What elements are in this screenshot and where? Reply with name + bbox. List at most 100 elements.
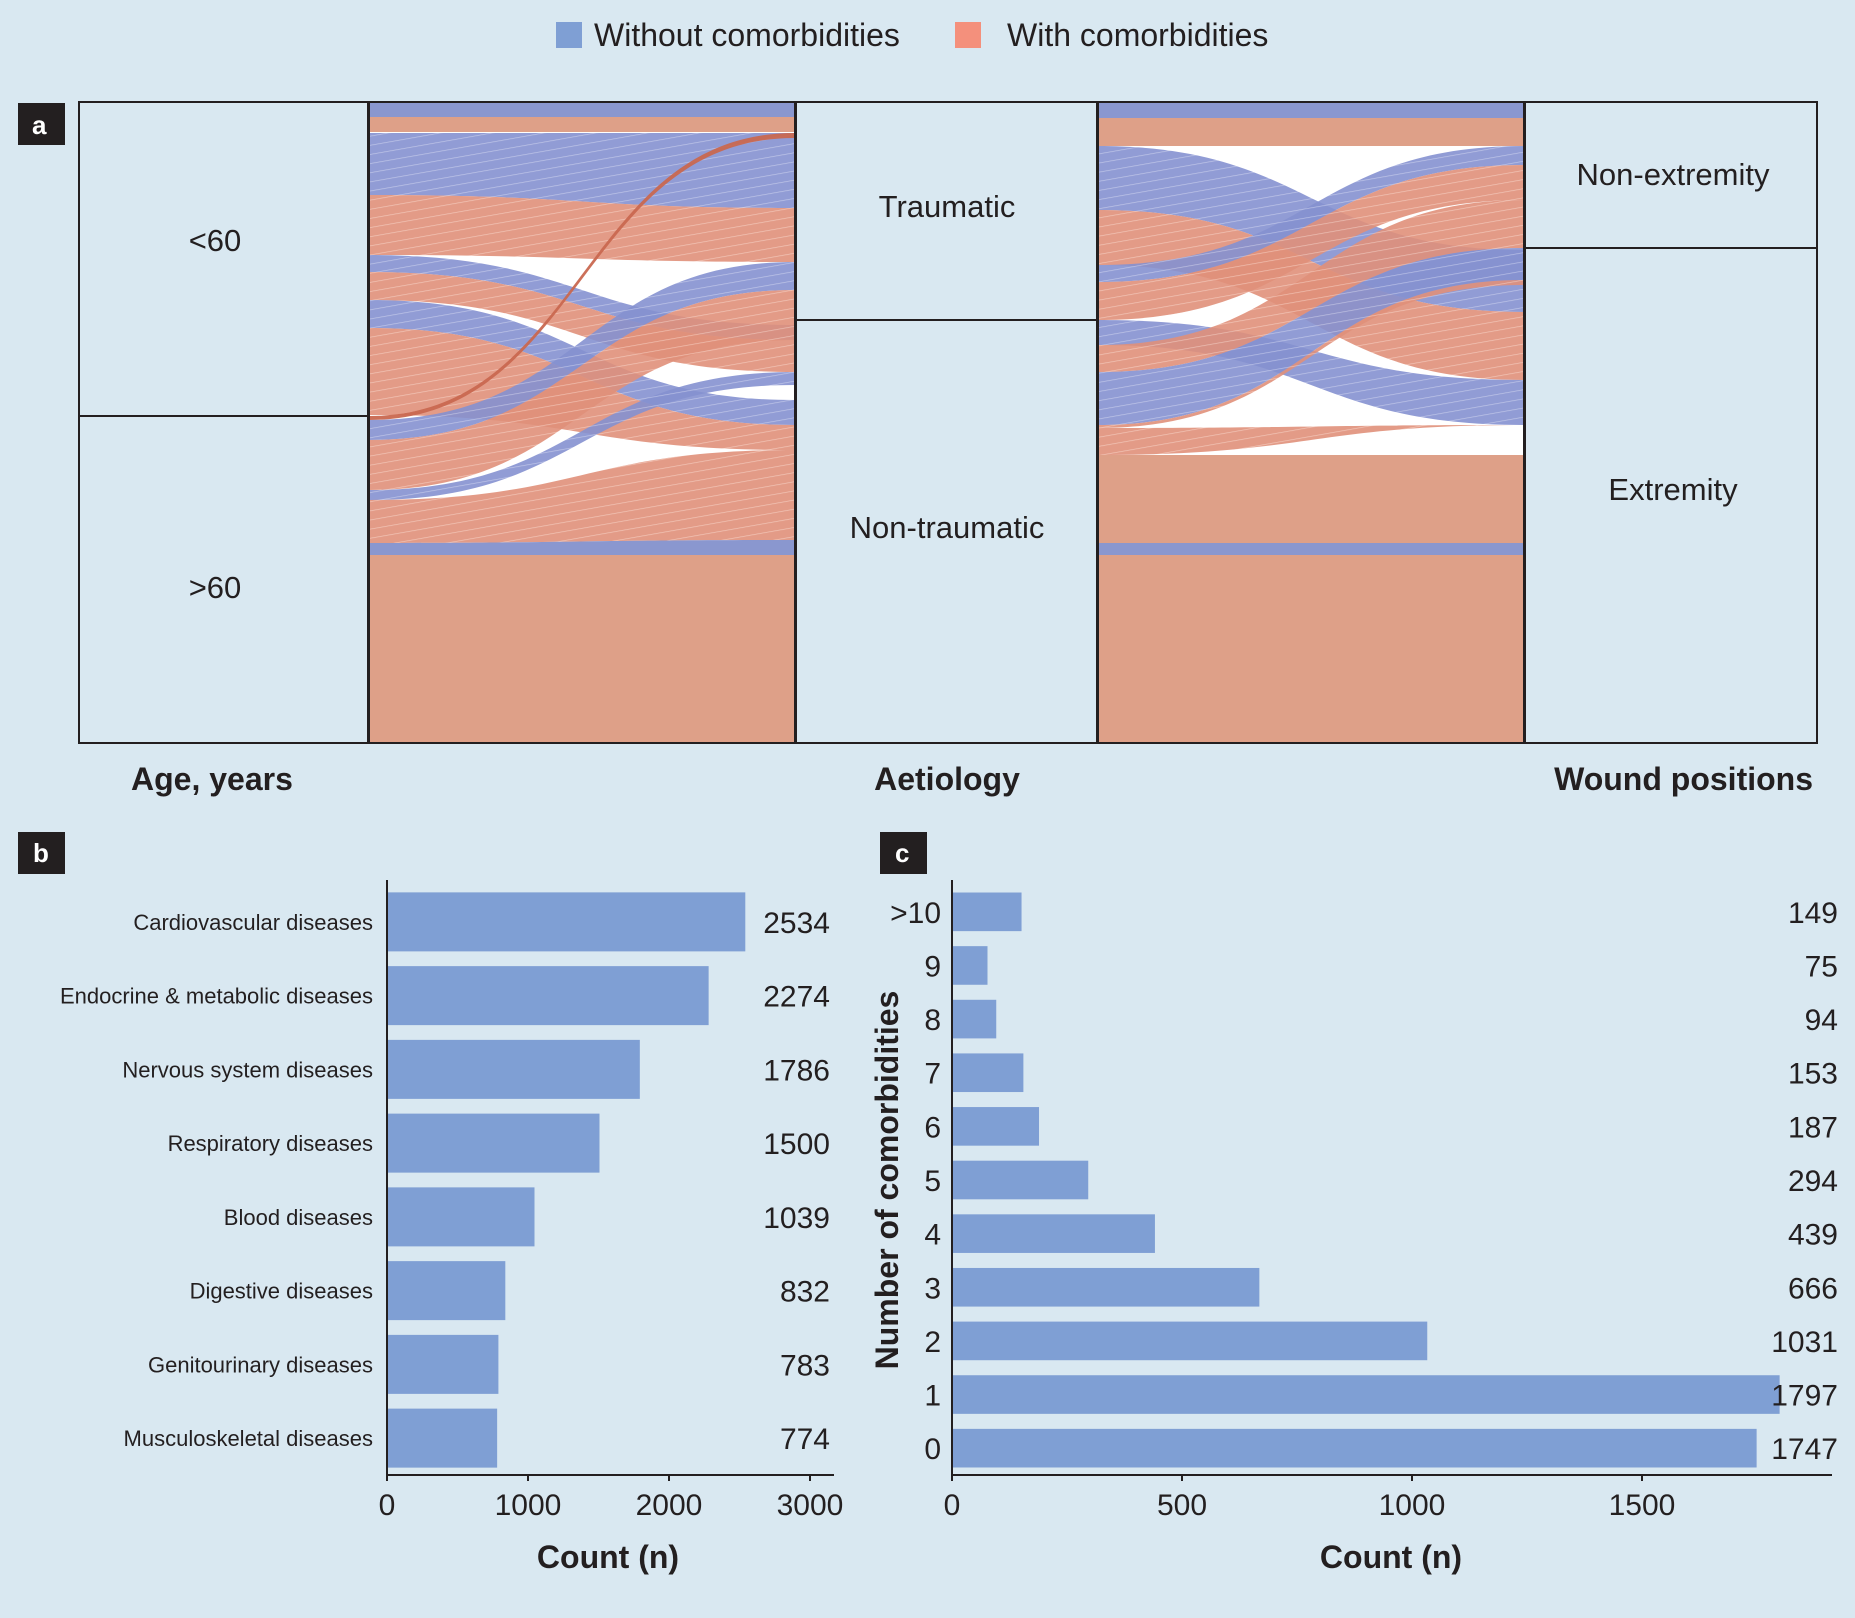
tick-label: 1500 [1609, 1489, 1676, 1522]
ribbon-a2-9 [1098, 248, 1524, 425]
bar [388, 892, 746, 952]
stratum-axis-age: <60 >60 [78, 101, 369, 744]
value-label: 1500 [763, 1128, 830, 1161]
bar [953, 1214, 1155, 1253]
stratum-label-over-60: >60 [189, 570, 242, 605]
ribbon-a1-4 [369, 195, 795, 262]
ribbon-a1-10 [369, 262, 795, 440]
bar [953, 1160, 1089, 1200]
value-label: 774 [780, 1423, 830, 1456]
category-label: 5 [924, 1165, 941, 1198]
panel-b-x-title: Count (n) [537, 1539, 679, 1575]
tick-label: 1000 [1379, 1489, 1446, 1522]
ribbon-a2-6 [1098, 165, 1524, 320]
tick-label: 0 [944, 1489, 961, 1522]
category-label: Digestive diseases [190, 1279, 373, 1304]
value-label: 832 [780, 1276, 830, 1309]
ribbon-a1-9 [369, 133, 795, 420]
ribbon-a1-15 [369, 555, 795, 743]
value-label: 1747 [1771, 1433, 1838, 1466]
value-label: 94 [1805, 1004, 1838, 1037]
stratum-non-extremity [1524, 101, 1818, 249]
bar [953, 892, 1022, 932]
legend-label-without: Without comorbidities [594, 17, 900, 53]
ribbon-a2-11 [1098, 425, 1524, 455]
value-label: 75 [1805, 950, 1838, 983]
flows-age-aetiology [369, 103, 795, 743]
ribbon-a2-2 [1098, 118, 1524, 146]
category-label: Musculoskeletal diseases [124, 1426, 373, 1451]
category-label: Respiratory diseases [168, 1131, 373, 1156]
stratum-under-60 [78, 101, 369, 417]
bar [953, 999, 997, 1039]
category-label: 7 [924, 1058, 941, 1091]
stratum-label-extremity: Extremity [1608, 472, 1738, 507]
bar [953, 1375, 1780, 1414]
value-label: 666 [1788, 1272, 1838, 1305]
value-label: 1031 [1771, 1326, 1838, 1359]
bar [388, 1408, 498, 1468]
legend-label-with: With comorbidities [1007, 17, 1268, 53]
axis-title-age: Age, years [131, 761, 293, 797]
ribbon-a1-12 [369, 372, 795, 500]
category-label: Blood diseases [224, 1205, 373, 1230]
bar [953, 1428, 1757, 1468]
category-label: >10 [890, 897, 941, 930]
panel-c-y-title: Number of comorbidities [869, 991, 905, 1370]
value-label: 783 [780, 1349, 830, 1382]
ribbon-a1-2 [369, 117, 795, 132]
stratum-label-traumatic: Traumatic [879, 189, 1016, 224]
bar [388, 1187, 535, 1247]
category-label: 2 [924, 1326, 941, 1359]
category-label: 9 [924, 950, 941, 983]
panel-b-ticks: 0 1000 2000 3000 [379, 1475, 843, 1522]
ribbon-a2-5 [1098, 146, 1524, 282]
legend-swatch-with [955, 22, 981, 48]
panel-b-letter: b [33, 838, 49, 868]
bar [388, 1261, 506, 1321]
panel-c-label-box [880, 832, 927, 874]
ribbon-a2-10 [1098, 280, 1524, 428]
category-label: Endocrine & metabolic diseases [60, 984, 373, 1009]
flow-area-2-frame [1097, 101, 1525, 744]
value-label: 1039 [763, 1202, 830, 1235]
ribbon-a1-3 [369, 133, 795, 208]
stratum-label-under-60: <60 [189, 223, 242, 258]
category-label: 1 [924, 1380, 941, 1413]
value-label: 439 [1788, 1219, 1838, 1252]
ribbon-a2-14 [1098, 555, 1524, 743]
value-label: 1797 [1771, 1380, 1838, 1413]
ribbon-a1-13 [369, 450, 795, 543]
bar [953, 1321, 1428, 1361]
value-label: 153 [1788, 1058, 1838, 1091]
value-label: 1786 [763, 1054, 830, 1087]
axis-title-wound: Wound positions [1554, 761, 1813, 797]
legend: Without comorbidities With comorbidities [556, 17, 1268, 53]
ribbon-a2-12 [1098, 455, 1524, 543]
value-label: 294 [1788, 1165, 1838, 1198]
stratum-axis-wound: Non-extremity Extremity [1524, 101, 1818, 744]
bar [953, 946, 988, 985]
panel-c-bars: >10 149 9 75 8 94 7 153 6 187 5 294 4 439 3 666 2 1031 1 17… [890, 892, 1838, 1468]
category-label: 6 [924, 1111, 941, 1144]
value-label: 2274 [763, 981, 830, 1014]
flows-aetiology-wound [1098, 103, 1524, 743]
ribbon-a1-1 [369, 103, 795, 117]
value-label: 187 [1788, 1111, 1838, 1144]
category-label: 4 [924, 1219, 941, 1252]
legend-swatch-without [556, 22, 582, 48]
category-label: Genitourinary diseases [148, 1352, 373, 1377]
panel-a-label-box [18, 103, 65, 145]
tick-label: 2000 [636, 1489, 703, 1522]
tick-label: 1000 [495, 1489, 562, 1522]
bar [388, 966, 709, 1026]
value-label: 2534 [763, 907, 830, 940]
ribbon-a2-1 [1098, 103, 1524, 118]
alluvial-panel: a <60 >60 Traumatic Non-traumatic Non-ex… [18, 101, 1818, 797]
bar [953, 1053, 1024, 1093]
stratum-label-non-traumatic: Non-traumatic [850, 510, 1045, 545]
panel-c-ticks: 0 500 1000 1500 [944, 1475, 1676, 1522]
stratum-non-traumatic [795, 319, 1098, 744]
